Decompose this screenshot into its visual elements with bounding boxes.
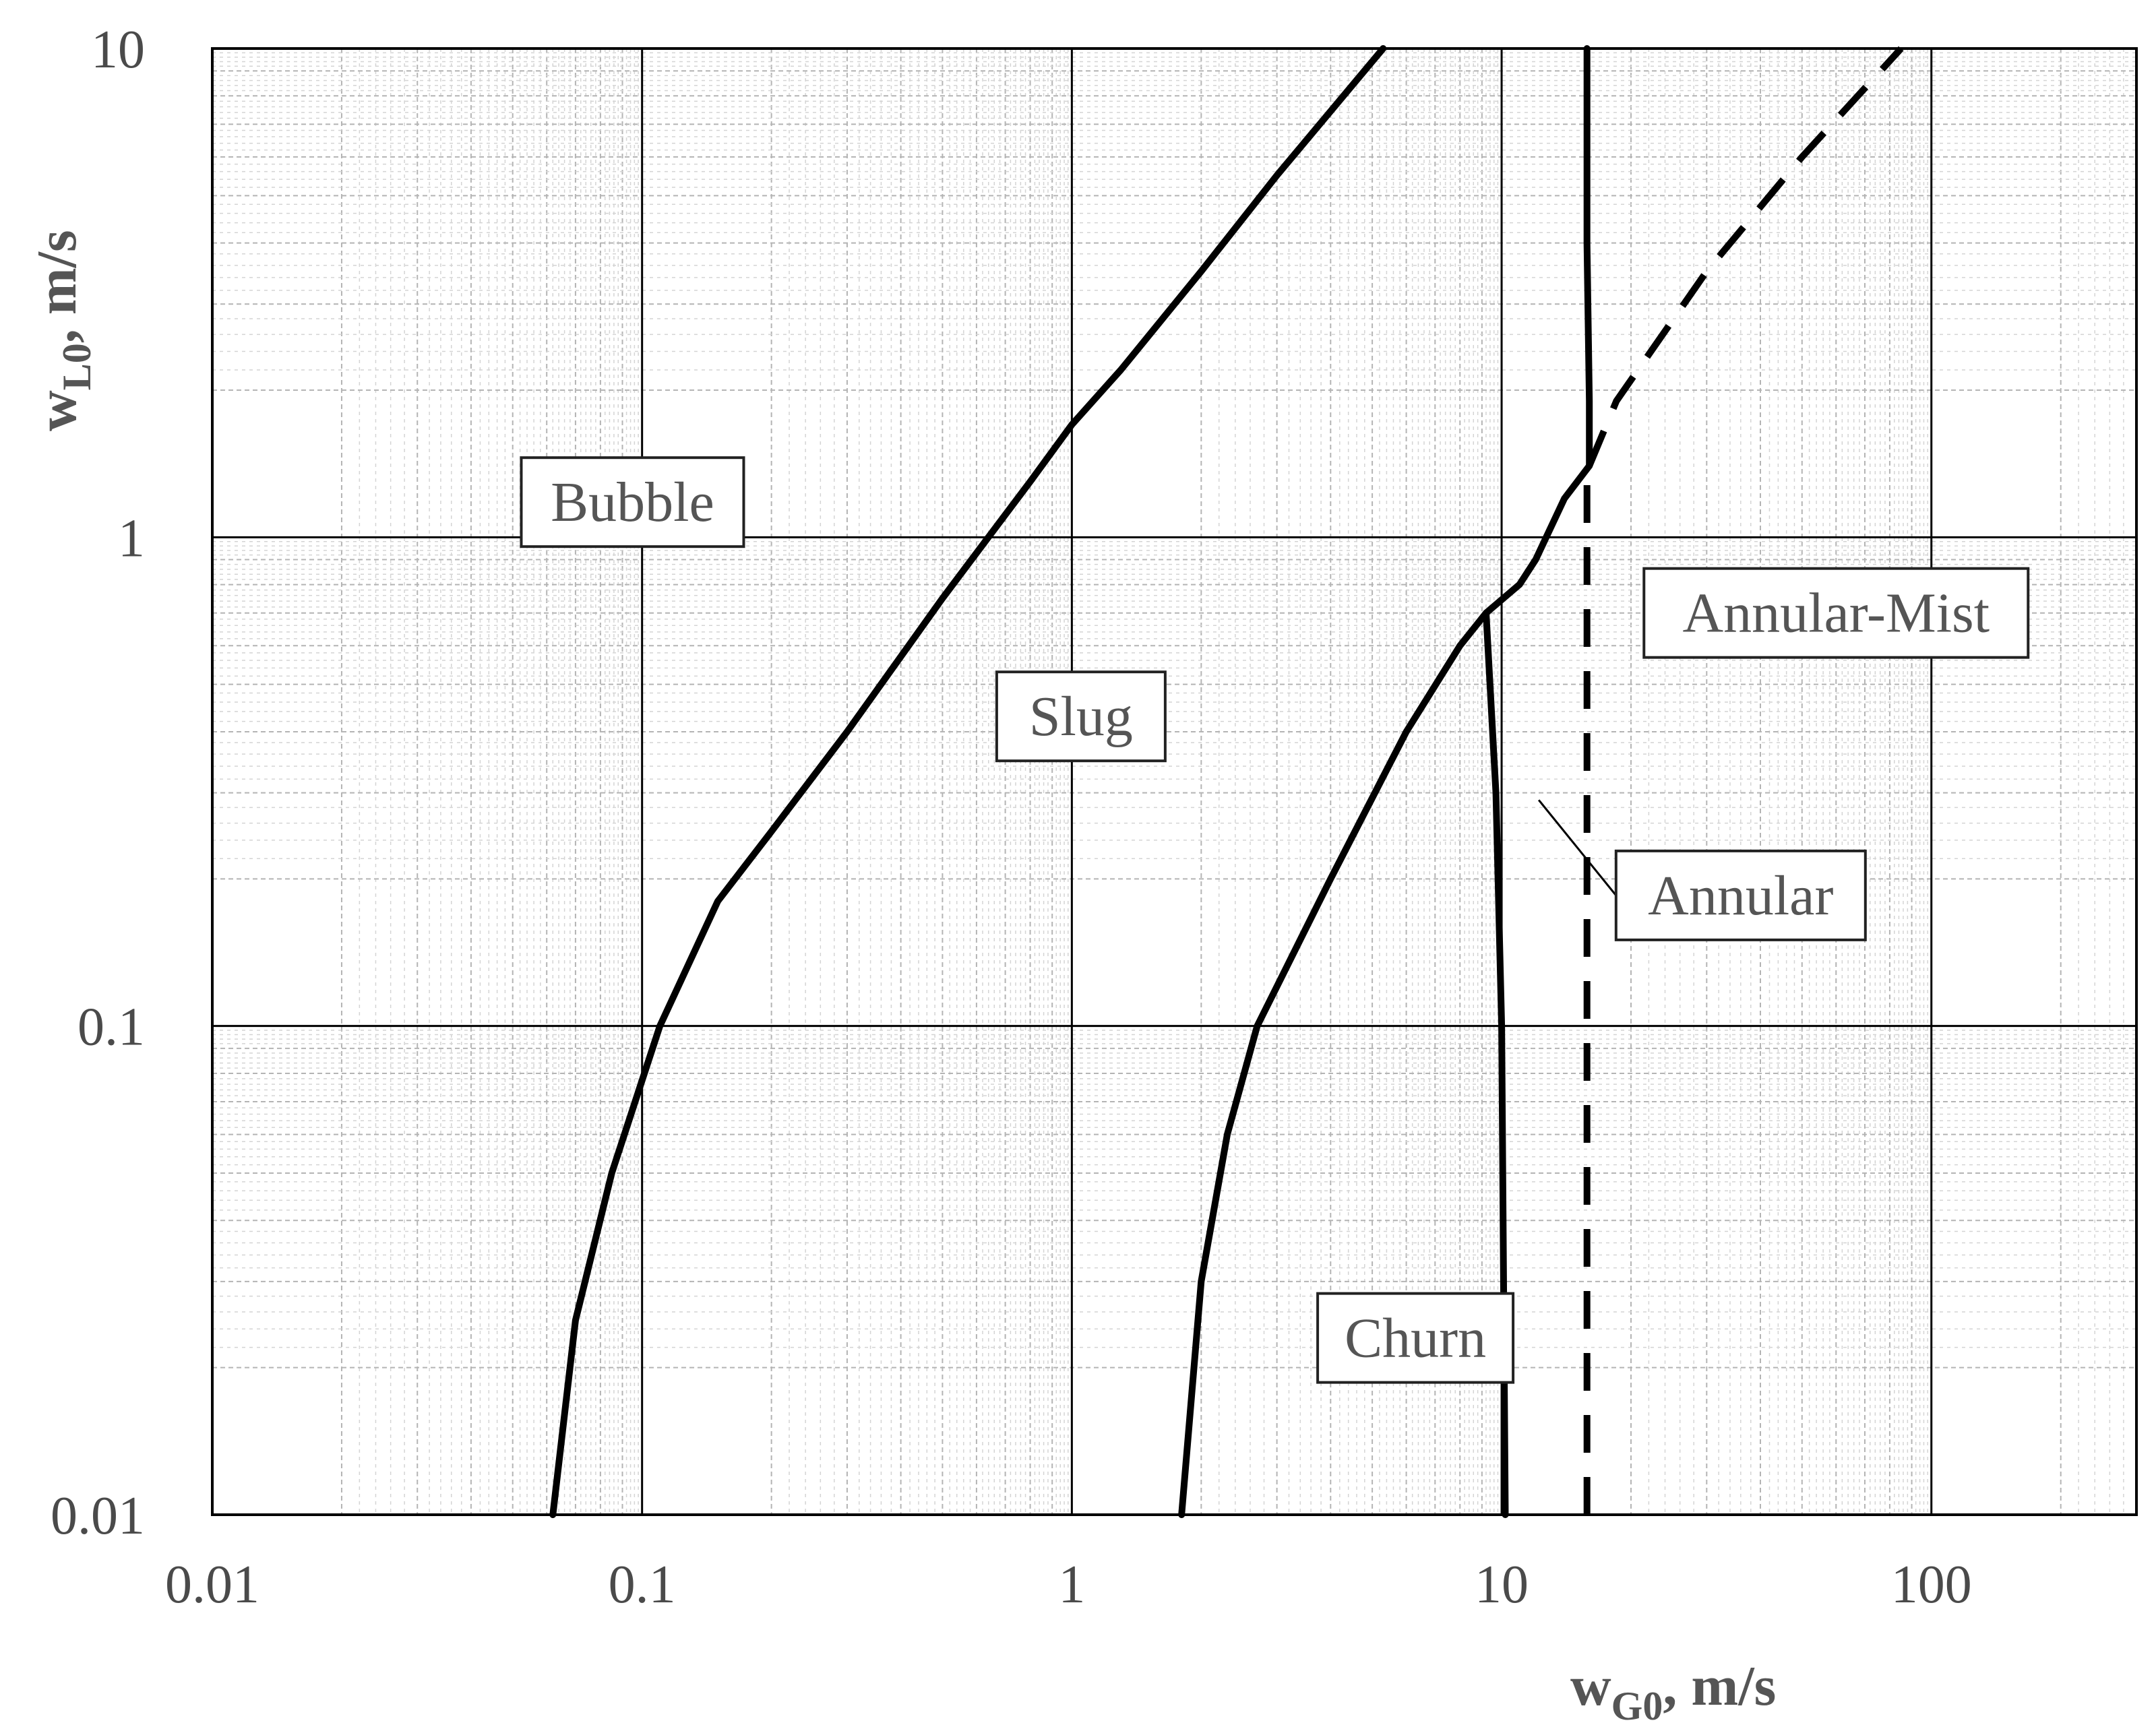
label-box-churn <box>1316 1292 1515 1384</box>
boundary-line-1 <box>549 45 1387 1518</box>
boundary-line-4 <box>1583 45 1593 470</box>
label-annular-mist: Annular-Mist <box>1682 582 1990 645</box>
minor-grid <box>212 49 2137 1515</box>
y-tick-labels: 0.01 0.1 1 10 <box>51 20 145 1546</box>
x-tick-label: 0.1 <box>609 1555 676 1614</box>
y-axis-title-sub: L0 <box>55 343 99 390</box>
regime-labels: Bubble Slug Annular-Mist Annular Churn <box>520 456 2030 1384</box>
boundary-line-3 <box>1483 609 1509 1518</box>
x-tick-label: 10 <box>1475 1555 1529 1614</box>
label-box-annular <box>1614 849 1867 941</box>
boundary-line-2 <box>1178 462 1593 1518</box>
label-leader-annular <box>1537 799 1617 896</box>
label-box-bubble <box>520 456 745 548</box>
y-tick-label: 10 <box>91 20 145 80</box>
label-slug: Slug <box>1029 685 1133 748</box>
plot-frame <box>211 47 2138 1516</box>
x-axis-title-rest: , m/s <box>1663 1655 1776 1718</box>
y-axis-title-main: w <box>26 390 88 431</box>
label-annular: Annular <box>1648 864 1833 927</box>
x-tick-label: 100 <box>1891 1555 1972 1614</box>
x-axis-title-main: w <box>1570 1655 1611 1718</box>
x-tick-label: 0.01 <box>165 1555 259 1614</box>
y-tick-label: 1 <box>118 509 145 568</box>
label-box-slug <box>995 670 1167 763</box>
regime-boundaries <box>549 45 1904 1518</box>
label-churn: Churn <box>1345 1307 1486 1370</box>
x-axis-title-sub: G0 <box>1611 1684 1663 1728</box>
y-axis-title-rest: , m/s <box>26 230 88 343</box>
x-tick-labels: 0.01 0.1 1 10 100 <box>165 1555 1972 1614</box>
y-tick-label: 0.01 <box>51 1486 145 1546</box>
x-axis-title: wG0, m/s <box>1570 1655 1776 1728</box>
y-tick-label: 0.1 <box>78 998 145 1057</box>
y-axis-title: wL0, m/s <box>26 230 99 431</box>
label-bubble: Bubble <box>551 471 714 534</box>
x-tick-label: 1 <box>1058 1555 1085 1614</box>
label-box-annular-mist <box>1642 567 2030 659</box>
